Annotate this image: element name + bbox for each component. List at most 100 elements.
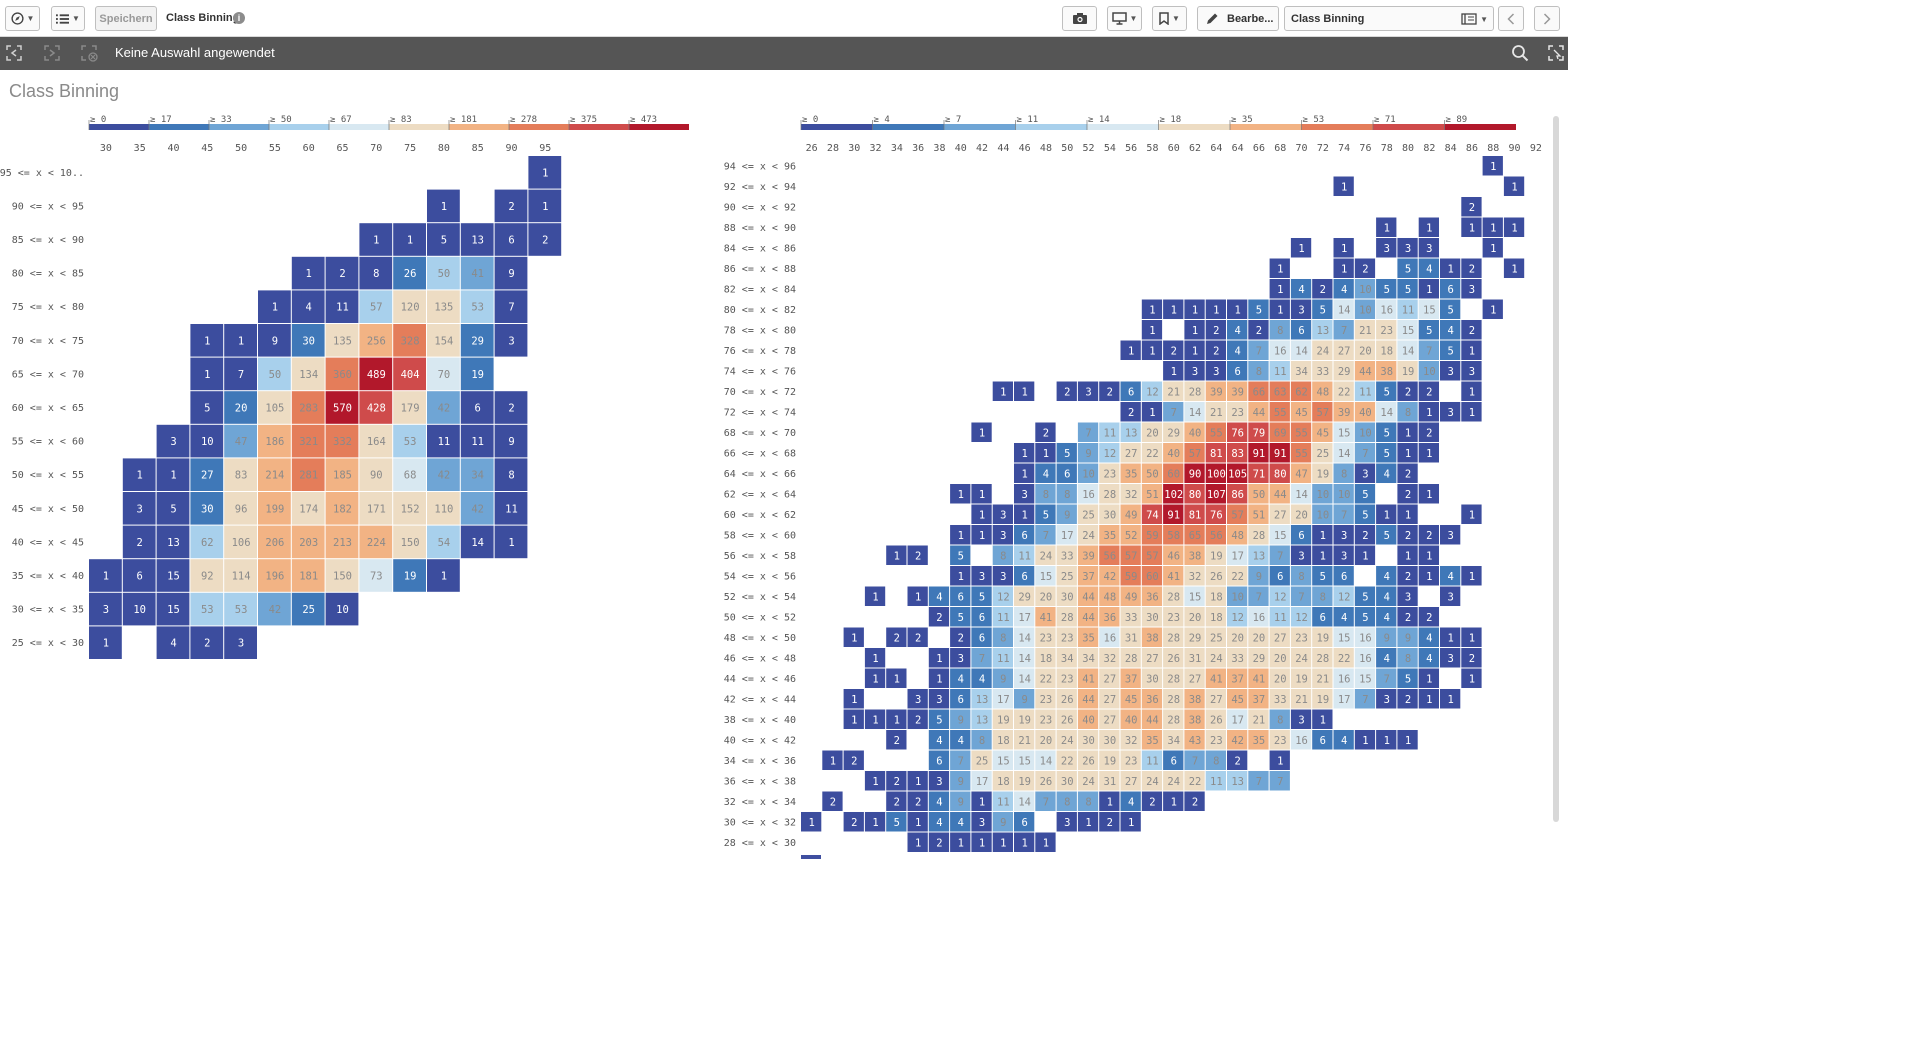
heatmap-cell[interactable] xyxy=(1141,545,1163,566)
heatmap-cell[interactable] xyxy=(494,525,528,559)
heatmap-cell[interactable] xyxy=(1184,627,1205,648)
heatmap-cell[interactable] xyxy=(1440,402,1461,422)
heatmap-cell[interactable] xyxy=(325,492,359,525)
navigation-menu-button[interactable]: ▼ xyxy=(5,6,40,31)
next-sheet-button[interactable] xyxy=(1534,6,1560,31)
heatmap-cell[interactable] xyxy=(1397,299,1418,320)
heatmap-cell[interactable] xyxy=(1077,668,1099,689)
heatmap-cell[interactable] xyxy=(1205,709,1226,730)
heatmap-cell[interactable] xyxy=(1397,730,1418,750)
heatmap-cell[interactable] xyxy=(1141,648,1163,668)
heatmap-cell[interactable] xyxy=(1290,238,1312,258)
heatmap-cell[interactable] xyxy=(1290,279,1312,299)
heatmap-cell[interactable] xyxy=(1290,648,1312,668)
heatmap-cell[interactable] xyxy=(1205,340,1226,361)
heatmap-cell[interactable] xyxy=(359,324,393,357)
heatmap-cell[interactable] xyxy=(1035,422,1056,443)
heatmap-cell[interactable] xyxy=(427,189,460,223)
heatmap-cell[interactable] xyxy=(1269,771,1290,791)
heatmap-cell[interactable] xyxy=(1333,566,1354,586)
heatmap-cell[interactable] xyxy=(359,391,393,424)
heatmap-cell[interactable] xyxy=(1205,422,1226,443)
heatmap-cell[interactable] xyxy=(1141,627,1163,648)
heatmap-cell[interactable] xyxy=(928,689,950,709)
heatmap-cell[interactable] xyxy=(1397,607,1418,627)
heatmap-cell[interactable] xyxy=(992,750,1013,771)
heatmap-cell[interactable] xyxy=(1035,504,1056,525)
heatmap-cell[interactable] xyxy=(1141,586,1163,607)
heatmap-cell[interactable] xyxy=(291,592,325,626)
heatmap-cell[interactable] xyxy=(950,791,971,812)
heatmap-cell[interactable] xyxy=(1290,668,1312,689)
heatmap-cell[interactable] xyxy=(1120,730,1141,750)
heatmap-cell[interactable] xyxy=(1354,279,1376,299)
heatmap-cell[interactable] xyxy=(864,648,886,668)
heatmap-cell[interactable] xyxy=(1099,422,1120,443)
heatmap-cell[interactable] xyxy=(1461,197,1482,217)
heatmap-cell[interactable] xyxy=(460,492,494,525)
heatmap-cell[interactable] xyxy=(1248,422,1269,443)
heatmap-cell[interactable] xyxy=(1440,320,1461,340)
heatmap-cell[interactable] xyxy=(1035,607,1056,627)
heatmap-cell[interactable] xyxy=(1205,586,1226,607)
heatmap-cell[interactable] xyxy=(1056,463,1077,484)
heatmap-cell[interactable] xyxy=(1184,340,1205,361)
heatmap-cell[interactable] xyxy=(325,559,359,592)
heatmap-cell[interactable] xyxy=(801,812,822,832)
heatmap-cell[interactable] xyxy=(1120,340,1141,361)
heatmap-cell[interactable] xyxy=(1333,361,1354,381)
heatmap-cell[interactable] xyxy=(190,525,224,559)
heatmap-cell[interactable] xyxy=(1418,627,1439,648)
heatmap-cell[interactable] xyxy=(1248,709,1269,730)
heatmap-cell[interactable] xyxy=(992,627,1013,648)
heatmap-cell[interactable] xyxy=(494,189,528,223)
heatmap-cell[interactable] xyxy=(460,424,494,458)
heatmap-cell[interactable] xyxy=(1269,463,1290,484)
heatmap-cell[interactable] xyxy=(1014,771,1035,791)
heatmap-cell[interactable] xyxy=(1269,504,1290,525)
heatmap-cell[interactable] xyxy=(1418,279,1439,299)
present-button[interactable]: ▼ xyxy=(1107,6,1142,31)
heatmap-cell[interactable] xyxy=(1099,648,1120,668)
heatmap-cell[interactable] xyxy=(1141,484,1163,504)
heatmap-cell[interactable] xyxy=(1333,320,1354,340)
heatmap-cell[interactable] xyxy=(1077,443,1099,463)
heatmap-cell[interactable] xyxy=(1077,689,1099,709)
heatmap-cell[interactable] xyxy=(1077,545,1099,566)
heatmap-cell[interactable] xyxy=(1205,648,1226,668)
heatmap-cell[interactable] xyxy=(359,424,393,458)
heatmap-cell[interactable] xyxy=(1056,812,1077,832)
heatmap-cell[interactable] xyxy=(1035,443,1056,463)
heatmap-cell[interactable] xyxy=(1269,566,1290,586)
heatmap-cell[interactable] xyxy=(427,290,460,323)
heatmap-cell[interactable] xyxy=(1333,422,1354,443)
heatmap-cell[interactable] xyxy=(427,492,460,525)
heatmap-cell[interactable] xyxy=(992,504,1013,525)
heatmap-cell[interactable] xyxy=(460,357,494,391)
heatmap-cell[interactable] xyxy=(89,592,122,626)
heatmap-cell[interactable] xyxy=(1120,484,1141,504)
heatmap-cell[interactable] xyxy=(460,223,494,256)
heatmap-cell[interactable] xyxy=(1163,689,1184,709)
heatmap-cell[interactable] xyxy=(1141,402,1163,422)
heatmap-cell[interactable] xyxy=(190,357,224,391)
heatmap-cell[interactable] xyxy=(1205,361,1226,381)
heatmap-cell[interactable] xyxy=(1418,566,1439,586)
heatmap-cell[interactable] xyxy=(1141,381,1163,402)
heatmap-cell[interactable] xyxy=(1205,484,1226,504)
heatmap-cell[interactable] xyxy=(1205,443,1226,463)
heatmap-cell[interactable] xyxy=(950,586,971,607)
heatmap-cell[interactable] xyxy=(1205,566,1226,586)
heatmap-cell[interactable] xyxy=(1035,750,1056,771)
heatmap-cell[interactable] xyxy=(1077,812,1099,832)
heatmap-cell[interactable] xyxy=(843,812,864,832)
heatmap-cell[interactable] xyxy=(1141,730,1163,750)
heatmap-cell[interactable] xyxy=(971,484,992,504)
heatmap-cell[interactable] xyxy=(1184,299,1205,320)
heatmap-cell[interactable] xyxy=(122,525,156,559)
heatmap-cell[interactable] xyxy=(1056,668,1077,689)
heatmap-cell[interactable] xyxy=(1440,258,1461,279)
heatmap-cell[interactable] xyxy=(1056,586,1077,607)
heatmap-cell[interactable] xyxy=(1077,791,1099,812)
heatmap-cell[interactable] xyxy=(1014,607,1035,627)
